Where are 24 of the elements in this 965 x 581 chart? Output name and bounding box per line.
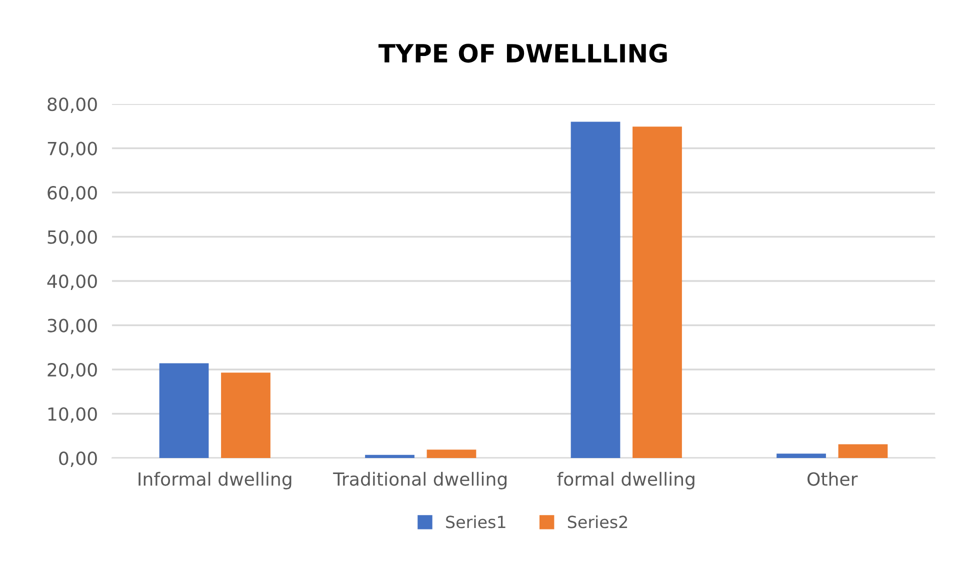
y-tick-label: 10,00 [48, 407, 97, 423]
y-tick-label: 30,00 [48, 318, 97, 334]
y-tick-label: 80,00 [48, 97, 97, 113]
x-tick-label: formal dwelling [557, 472, 694, 490]
bar [365, 454, 414, 458]
x-tick-label: Informal dwelling [138, 472, 292, 490]
y-tick-label: 50,00 [48, 230, 97, 246]
y-tick-label: 0,00 [59, 451, 97, 467]
y-tick-label: 60,00 [48, 186, 97, 202]
y-tick-label: 20,00 [48, 362, 97, 378]
y-tick-label: 70,00 [48, 142, 97, 158]
legend-label: Series2 [568, 515, 628, 528]
chart-title: TYPE OF DWELLLING [378, 44, 667, 63]
bar [570, 122, 620, 458]
bar [426, 450, 476, 458]
bar [838, 444, 888, 458]
bar [221, 372, 270, 458]
x-tick-label: Other [808, 472, 858, 486]
legend-label: Series1 [446, 515, 506, 528]
bar [776, 454, 826, 458]
x-tick-label: Traditional dwelling [333, 472, 506, 490]
bar [159, 363, 209, 458]
y-tick-label: 40,00 [47, 274, 97, 290]
bar [632, 126, 682, 458]
